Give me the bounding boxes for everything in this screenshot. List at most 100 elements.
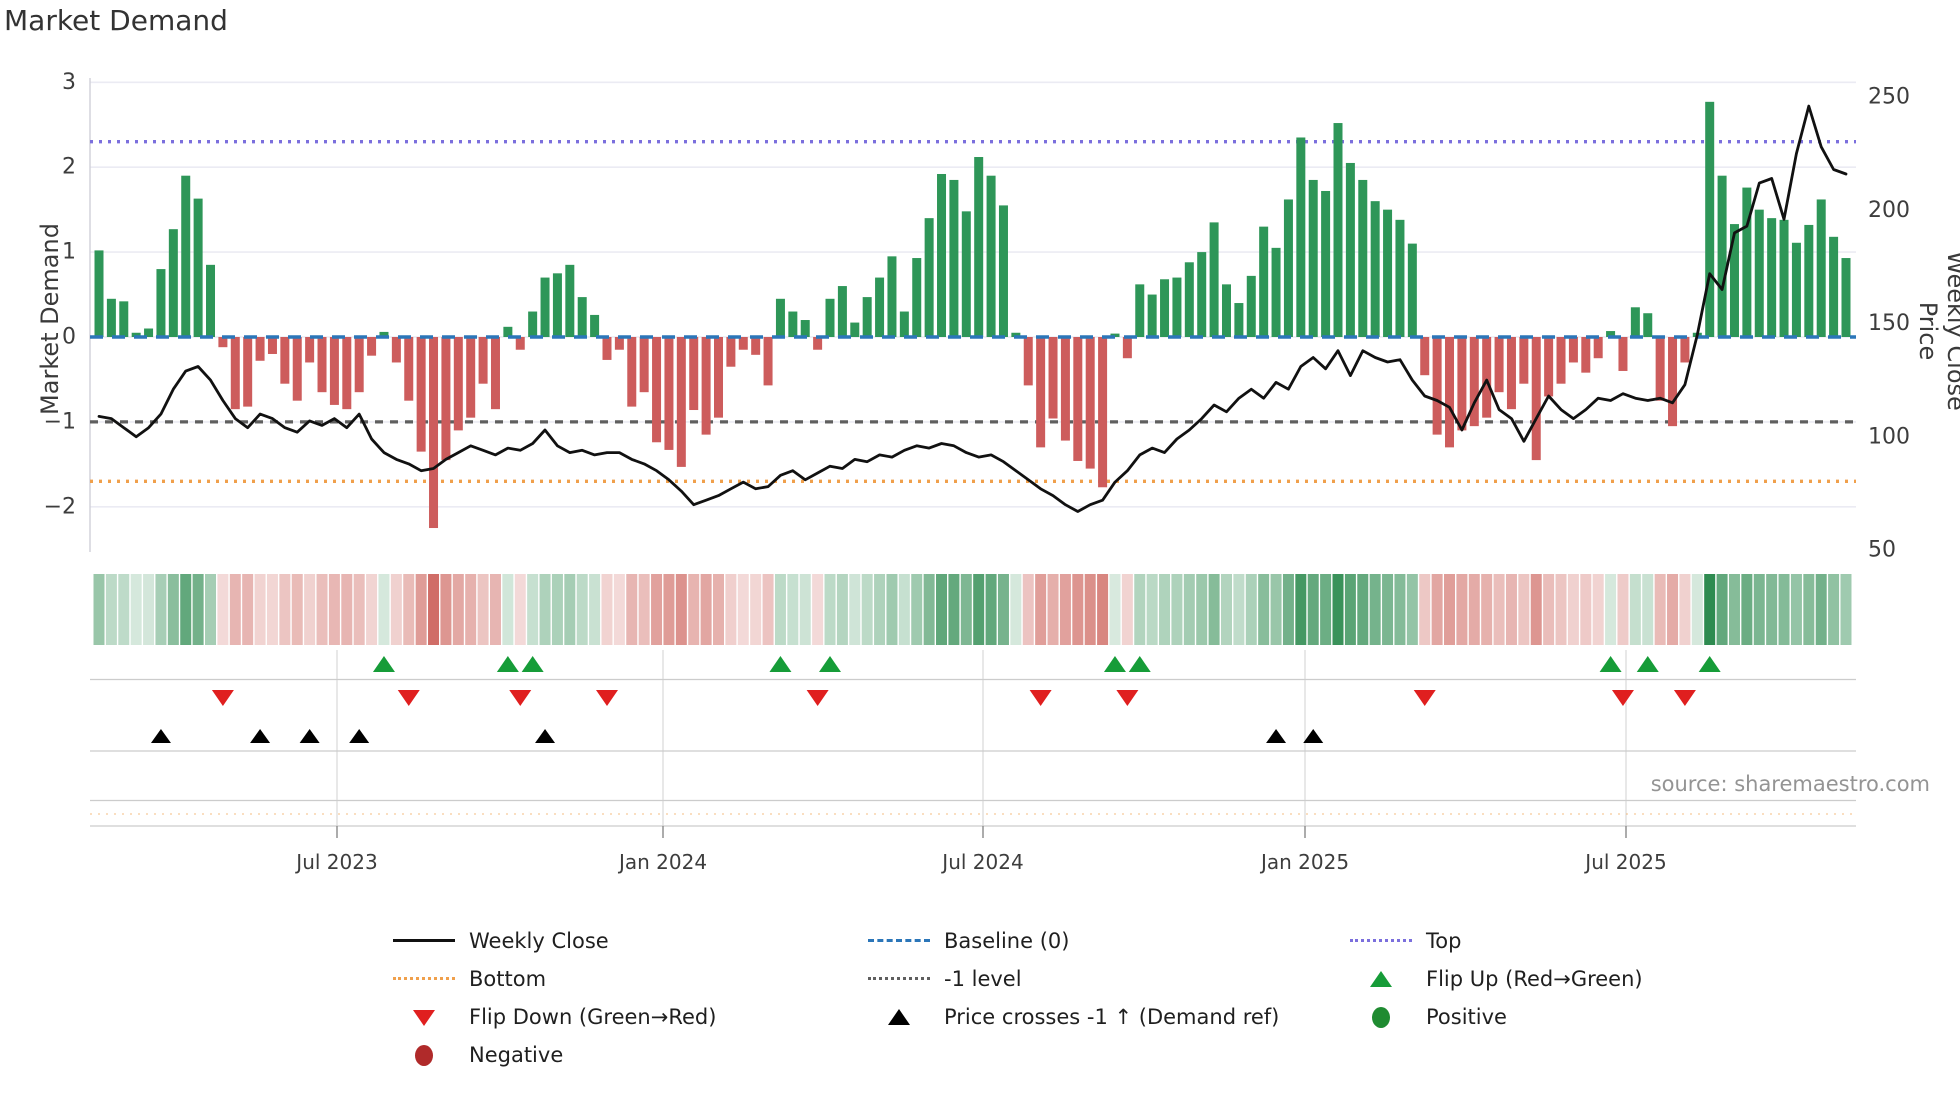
demand-bar — [577, 297, 587, 337]
demand-bar — [342, 337, 352, 410]
heatmap-cell — [1245, 574, 1257, 645]
y-left-tick-label: −2 — [44, 494, 76, 519]
legend-item: Positive — [1350, 1004, 1507, 1030]
demand-bar — [590, 314, 600, 337]
demand-bar — [899, 311, 909, 337]
demand-bar — [1122, 337, 1132, 359]
heatmap-cell — [1468, 574, 1480, 645]
heatmap-cell — [1109, 574, 1121, 645]
heatmap-cell — [1444, 574, 1456, 645]
demand-bar — [664, 337, 674, 450]
heatmap-cell — [403, 574, 415, 645]
demand-bar — [1283, 199, 1293, 337]
demand-bar — [354, 337, 364, 393]
demand-bar — [676, 337, 686, 467]
flip-up-icon — [521, 656, 544, 672]
y-left-tick-label: −1 — [44, 409, 76, 434]
legend-label: -1 level — [944, 967, 1022, 991]
legend-item: Negative — [393, 1042, 563, 1068]
demand-bar — [1668, 337, 1678, 427]
flip-down-icon — [1611, 690, 1634, 706]
heatmap-cell — [205, 574, 217, 645]
heatmap-cell — [291, 574, 303, 645]
demand-bar — [1556, 337, 1566, 384]
heatmap-cell — [589, 574, 601, 645]
demand-bar — [1345, 162, 1355, 337]
demand-bar — [751, 337, 761, 355]
demand-bar — [565, 264, 575, 337]
heatmap-cell — [1828, 574, 1840, 645]
demand-bar — [267, 337, 277, 354]
demand-bar — [1358, 179, 1368, 337]
demand-bars — [94, 101, 1851, 529]
heatmap-cell — [886, 574, 898, 645]
demand-bar — [1160, 279, 1170, 337]
heatmap-cell — [1146, 574, 1158, 645]
demand-bar — [924, 218, 934, 337]
heatmap-cell — [849, 574, 861, 645]
flip-down-icon — [1673, 690, 1696, 706]
demand-bar — [528, 311, 538, 337]
demand-bar — [1308, 179, 1318, 337]
demand-bar — [1209, 222, 1219, 337]
price-cross-icon — [535, 729, 556, 743]
demand-bar — [329, 337, 339, 405]
heatmap-cell — [1617, 574, 1629, 645]
demand-bar — [800, 320, 810, 337]
legend-swatch-triangle_up-icon — [1350, 968, 1412, 990]
demand-bar — [1630, 307, 1640, 337]
demand-bar — [1841, 258, 1851, 337]
heatmap-cell — [1778, 574, 1790, 645]
demand-bar — [218, 337, 228, 348]
heatmap-cell — [613, 574, 625, 645]
heatmap-cell — [266, 574, 278, 645]
price-cross-icon — [1303, 729, 1324, 743]
heatmap-cell — [254, 574, 266, 645]
demand-bar — [466, 337, 476, 418]
heatmap-cell — [378, 574, 390, 645]
demand-bar — [1568, 337, 1578, 363]
legend-label: Top — [1426, 929, 1462, 953]
heatmap-cell — [1505, 574, 1517, 645]
demand-bar — [317, 337, 327, 393]
heatmap-cell — [1481, 574, 1493, 645]
heatmap-cell — [576, 574, 588, 645]
heatmap-cell — [737, 574, 749, 645]
marker-band — [90, 650, 1856, 838]
demand-bar — [193, 198, 203, 337]
demand-bar — [726, 337, 736, 367]
heatmap-cell — [1097, 574, 1109, 645]
demand-bar — [230, 337, 240, 410]
heatmap-strip — [93, 574, 1852, 645]
demand-bar — [1729, 224, 1739, 337]
demand-bar — [168, 229, 178, 337]
demand-bar — [1519, 337, 1529, 384]
heatmap-cell — [651, 574, 663, 645]
legend-item: Top — [1350, 928, 1461, 954]
demand-bar — [862, 297, 872, 337]
y-left-tick-label: 0 — [62, 325, 76, 350]
heatmap-cell — [242, 574, 254, 645]
heatmap-cell — [1753, 574, 1765, 645]
legend-swatch-line_dotted-icon — [393, 968, 455, 990]
heatmap-cell — [1220, 574, 1232, 645]
heatmap-cell — [452, 574, 464, 645]
heatmap-cell — [1691, 574, 1703, 645]
heatmap-cell — [824, 574, 836, 645]
demand-bar — [652, 337, 662, 443]
heatmap-cell — [1815, 574, 1827, 645]
heatmap-cell — [1369, 574, 1381, 645]
flip-down-icon — [1413, 690, 1436, 706]
demand-bar — [1655, 337, 1665, 401]
demand-bar — [614, 337, 624, 350]
heatmap-cell — [304, 574, 316, 645]
heatmap-cell — [539, 574, 551, 645]
demand-bar — [305, 337, 315, 363]
heatmap-cell — [1530, 574, 1542, 645]
y-right-tick-label: 250 — [1868, 85, 1910, 110]
heatmap-cell — [1072, 574, 1084, 645]
flip-down-icon — [397, 690, 420, 706]
demand-bar — [453, 337, 463, 431]
flip-down-icon — [1116, 690, 1139, 706]
